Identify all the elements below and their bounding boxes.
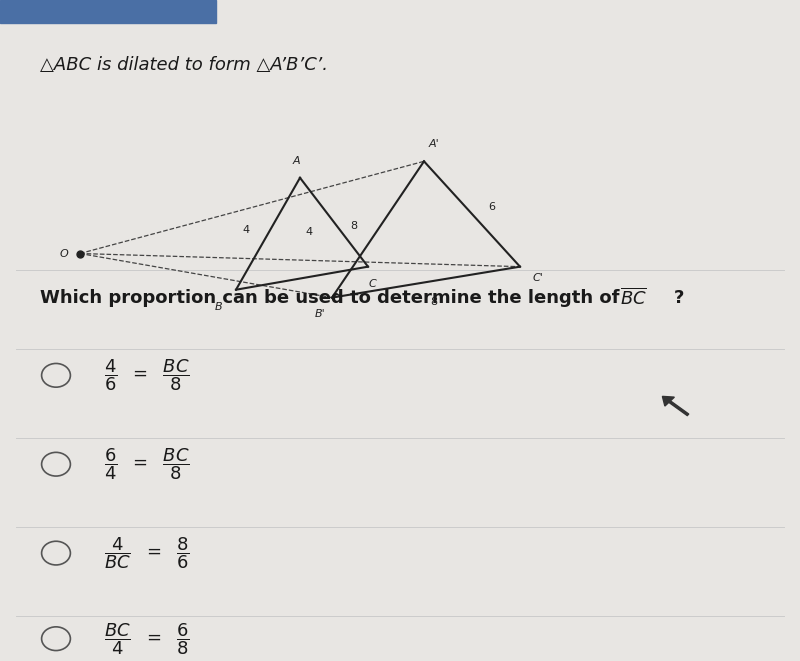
Text: 4: 4 (306, 227, 313, 237)
FancyArrow shape (662, 397, 689, 416)
Text: B': B' (314, 309, 326, 319)
Text: $\overline{BC}$: $\overline{BC}$ (620, 288, 647, 308)
Text: $\dfrac{BC}{4}$  $=$  $\dfrac{6}{8}$: $\dfrac{BC}{4}$ $=$ $\dfrac{6}{8}$ (104, 621, 190, 656)
Text: 4: 4 (242, 225, 249, 235)
Text: C': C' (532, 272, 543, 283)
Text: A: A (292, 156, 300, 166)
Text: 8: 8 (350, 221, 358, 231)
Text: ?: ? (674, 289, 684, 307)
Text: △ABC is dilated to form △A’B’C’.: △ABC is dilated to form △A’B’C’. (40, 56, 328, 74)
Text: B: B (214, 301, 222, 311)
Text: $\dfrac{6}{4}$  $=$  $\dfrac{BC}{8}$: $\dfrac{6}{4}$ $=$ $\dfrac{BC}{8}$ (104, 446, 190, 482)
Text: C: C (368, 278, 376, 288)
Text: 8: 8 (430, 297, 438, 307)
Text: $\dfrac{4}{BC}$  $=$  $\dfrac{8}{6}$: $\dfrac{4}{BC}$ $=$ $\dfrac{8}{6}$ (104, 535, 190, 571)
Text: $\dfrac{4}{6}$  $=$  $\dfrac{BC}{8}$: $\dfrac{4}{6}$ $=$ $\dfrac{BC}{8}$ (104, 358, 190, 393)
Text: O: O (59, 249, 68, 258)
Text: Which proportion can be used to determine the length of: Which proportion can be used to determin… (40, 289, 626, 307)
Text: A': A' (428, 139, 439, 149)
Text: 6: 6 (489, 202, 495, 212)
